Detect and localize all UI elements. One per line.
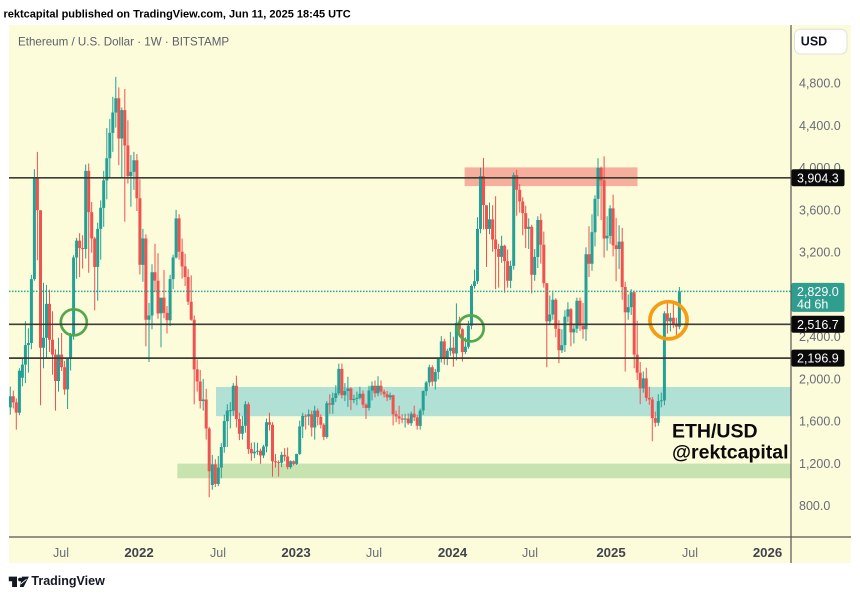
svg-text:3,600.0: 3,600.0 xyxy=(799,203,841,217)
svg-text:3,904.3: 3,904.3 xyxy=(797,171,839,185)
svg-text:Jul: Jul xyxy=(682,546,698,560)
svg-text:@rektcapital: @rektcapital xyxy=(672,442,789,464)
svg-text:ETH/USD: ETH/USD xyxy=(672,421,758,443)
svg-text:Jul: Jul xyxy=(210,546,226,560)
svg-text:800.0: 800.0 xyxy=(799,499,830,513)
svg-text:2023: 2023 xyxy=(281,545,310,560)
svg-text:Jul: Jul xyxy=(366,546,382,560)
svg-text:2,000.0: 2,000.0 xyxy=(799,372,841,386)
svg-text:2022: 2022 xyxy=(124,545,153,560)
svg-text:Jul: Jul xyxy=(53,546,69,560)
svg-text:2,516.7: 2,516.7 xyxy=(797,318,839,332)
svg-text:2,196.9: 2,196.9 xyxy=(797,352,839,366)
svg-text:2,829.0: 2,829.0 xyxy=(797,285,839,299)
svg-text:1,600.0: 1,600.0 xyxy=(799,415,841,429)
svg-text:2026: 2026 xyxy=(753,545,782,560)
svg-text:2,400.0: 2,400.0 xyxy=(799,330,841,344)
svg-text:USD: USD xyxy=(801,35,827,49)
svg-text:4d 6h: 4d 6h xyxy=(797,297,828,311)
svg-text:TradingView: TradingView xyxy=(31,574,105,588)
svg-text:Ethereum / U.S. Dollar · 1W ·: Ethereum / U.S. Dollar · 1W · BITSTAMP xyxy=(18,36,229,49)
svg-text:2024: 2024 xyxy=(438,545,468,560)
svg-text:4,800.0: 4,800.0 xyxy=(799,77,841,91)
svg-text:1,200.0: 1,200.0 xyxy=(799,457,841,471)
svg-text:3,200.0: 3,200.0 xyxy=(799,246,841,260)
svg-text:2025: 2025 xyxy=(596,545,625,560)
svg-text:4,400.0: 4,400.0 xyxy=(799,119,841,133)
svg-text:rektcapital published on Tradi: rektcapital published on TradingView.com… xyxy=(4,9,351,21)
svg-text:Jul: Jul xyxy=(522,546,538,560)
